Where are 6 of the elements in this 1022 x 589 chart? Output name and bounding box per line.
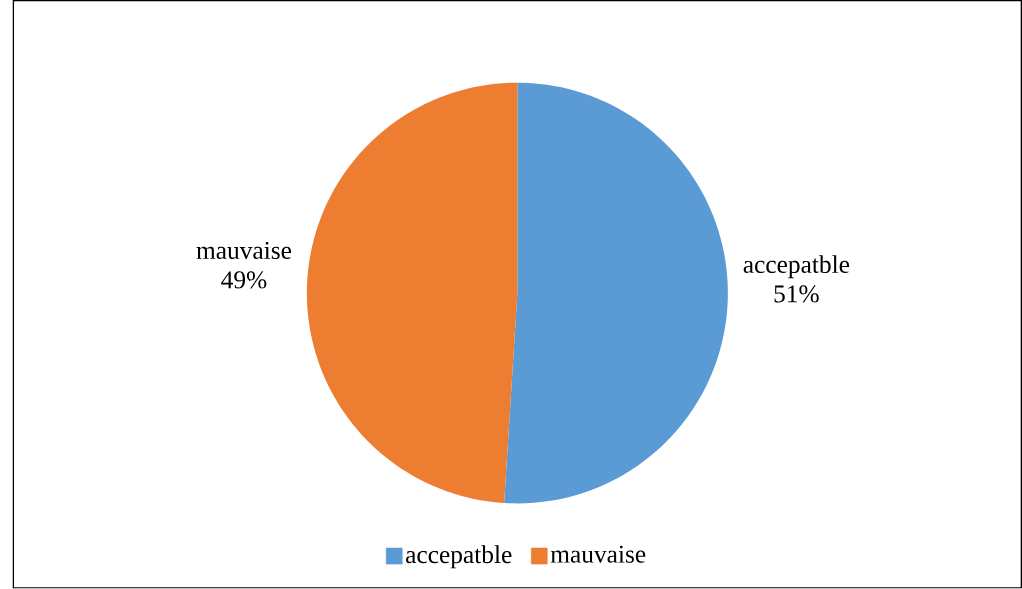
slice-label: accepatble xyxy=(743,255,850,279)
data-label: 51% xyxy=(774,285,819,303)
legend-label: mauvaise xyxy=(550,545,646,564)
data-label: 49% xyxy=(221,271,267,289)
slice-label: mauvaise xyxy=(196,242,292,260)
legend-label: accepatble xyxy=(406,545,512,569)
